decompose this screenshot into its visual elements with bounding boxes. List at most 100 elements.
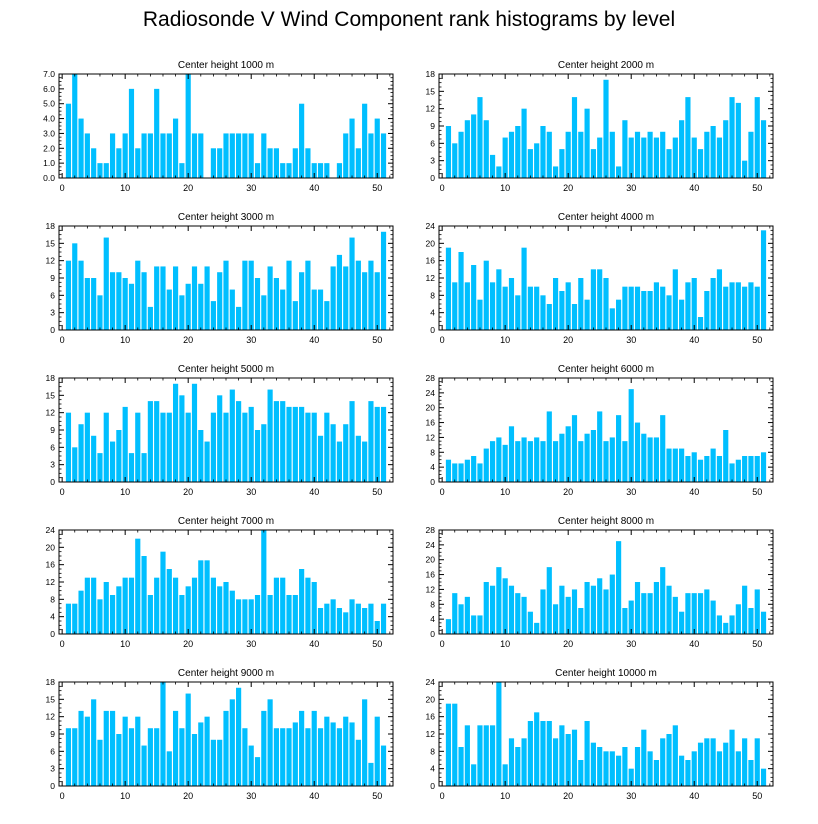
chart3-bar	[311, 289, 317, 330]
chart5-bar	[330, 424, 336, 482]
chart7-bar	[336, 608, 343, 634]
chart8-bar	[489, 585, 496, 634]
chart10-bar	[691, 751, 697, 786]
chart8-ytick-label: 12	[426, 584, 436, 594]
chart2-bar	[697, 149, 704, 178]
chart7-xtick-label: 30	[246, 639, 256, 649]
chart4-xtick-label: 50	[752, 335, 762, 345]
chart9-bar	[349, 722, 355, 786]
chart4-bar	[571, 304, 578, 330]
chart4-ytick-label: 12	[426, 273, 436, 283]
chart10-ytick-label: 12	[426, 729, 436, 739]
chart3-bar	[160, 266, 166, 330]
chart7-bar	[261, 530, 267, 634]
chart6-bar	[609, 437, 615, 482]
chart5-bar	[135, 412, 141, 482]
chart4-bar	[521, 247, 527, 330]
chart5-ytick-label: 12	[46, 408, 56, 418]
chart3-bar	[324, 301, 330, 330]
chart9-bar	[65, 728, 72, 786]
chart2-bar	[634, 131, 641, 178]
chart4-bar	[634, 286, 641, 330]
chart2-bar	[546, 131, 552, 178]
chart7-bar	[141, 556, 147, 634]
chart9-bar	[166, 751, 172, 786]
chart5-bar	[141, 453, 147, 482]
chart9-bar	[374, 716, 380, 786]
chart7-bar	[116, 586, 122, 634]
chart10-bar	[609, 751, 615, 786]
chart3-bar	[223, 260, 229, 330]
chart8-bar	[634, 582, 641, 634]
chart3-bar	[362, 272, 368, 330]
chart6-bar	[534, 437, 540, 482]
chart5-bar	[242, 412, 248, 482]
chart8-ytick-label: 28	[426, 525, 436, 535]
chart6-bar	[597, 411, 603, 482]
chart3-bar	[236, 306, 242, 330]
chart7-ytick-label: 16	[46, 560, 56, 570]
chart1-bar	[349, 118, 355, 178]
chart3-xtick-label: 40	[309, 335, 319, 345]
chart2-bar	[760, 120, 767, 178]
chart3-bar	[185, 283, 191, 330]
chart10-bar	[565, 734, 571, 786]
chart5-bar	[273, 401, 279, 482]
chart8-bar	[452, 593, 458, 634]
chart6-bar	[622, 441, 628, 482]
chart1-bar	[343, 133, 349, 178]
chart9-bar	[78, 710, 84, 786]
chart8-bar	[666, 585, 672, 634]
chart7-bar	[97, 599, 103, 634]
chart2-bar	[515, 126, 521, 178]
chart8-bar	[760, 611, 767, 634]
chart10-xtick-label: 20	[563, 791, 573, 801]
chart8-bar	[603, 589, 609, 634]
chart7-ytick-label: 24	[46, 525, 56, 535]
chart8-bar	[628, 600, 634, 634]
chart8-bar	[477, 615, 483, 634]
chart6-bar	[742, 456, 748, 482]
chart9-bar	[292, 722, 298, 786]
chart9-bar	[261, 710, 267, 786]
chart10-bar	[735, 751, 741, 786]
chart5-bar	[380, 406, 387, 482]
chart8-bar	[515, 593, 521, 634]
chart1-bar	[355, 148, 361, 178]
chart8-title: Center height 8000 m	[558, 516, 654, 527]
chart6-bar	[634, 422, 641, 482]
chart4-bar	[685, 282, 691, 330]
chart1-xtick-label: 30	[246, 183, 256, 193]
chart10-bar	[597, 747, 603, 786]
chart5-bar	[305, 412, 311, 482]
chart4-xtick-label: 40	[689, 335, 699, 345]
chart2-ytick-label: 6	[430, 138, 435, 148]
chart6-bar	[502, 444, 508, 482]
chart1-bar	[97, 163, 103, 178]
chart6-xtick-label: 20	[563, 487, 573, 497]
chart1-title: Center height 1000 m	[178, 60, 274, 71]
chart10-ytick-label: 24	[426, 677, 436, 687]
chart10-bar	[464, 725, 470, 786]
chart2-bar	[641, 137, 647, 178]
chart5-xtick-label: 0	[60, 487, 65, 497]
chart10-bar	[508, 738, 515, 786]
chart7-bar	[72, 603, 78, 634]
chart1-bar	[311, 163, 317, 178]
chart2-xtick-label: 30	[626, 183, 636, 193]
chart5-bar	[65, 412, 72, 482]
chart3-bar	[305, 260, 311, 330]
chart10-bar	[540, 721, 546, 786]
chart7-bar	[236, 599, 242, 634]
chart1-xtick-label: 40	[309, 183, 319, 193]
chart3-bar	[198, 283, 204, 330]
chart7-ytick-label: 12	[46, 577, 56, 587]
chart2-bar	[540, 126, 546, 178]
chart1-bar	[141, 133, 147, 178]
chart9-xtick-label: 40	[309, 791, 319, 801]
chart6-bar	[691, 452, 697, 482]
chart8-xtick-label: 30	[626, 639, 636, 649]
chart1-bar	[135, 148, 141, 178]
chart8-bar	[546, 567, 552, 634]
